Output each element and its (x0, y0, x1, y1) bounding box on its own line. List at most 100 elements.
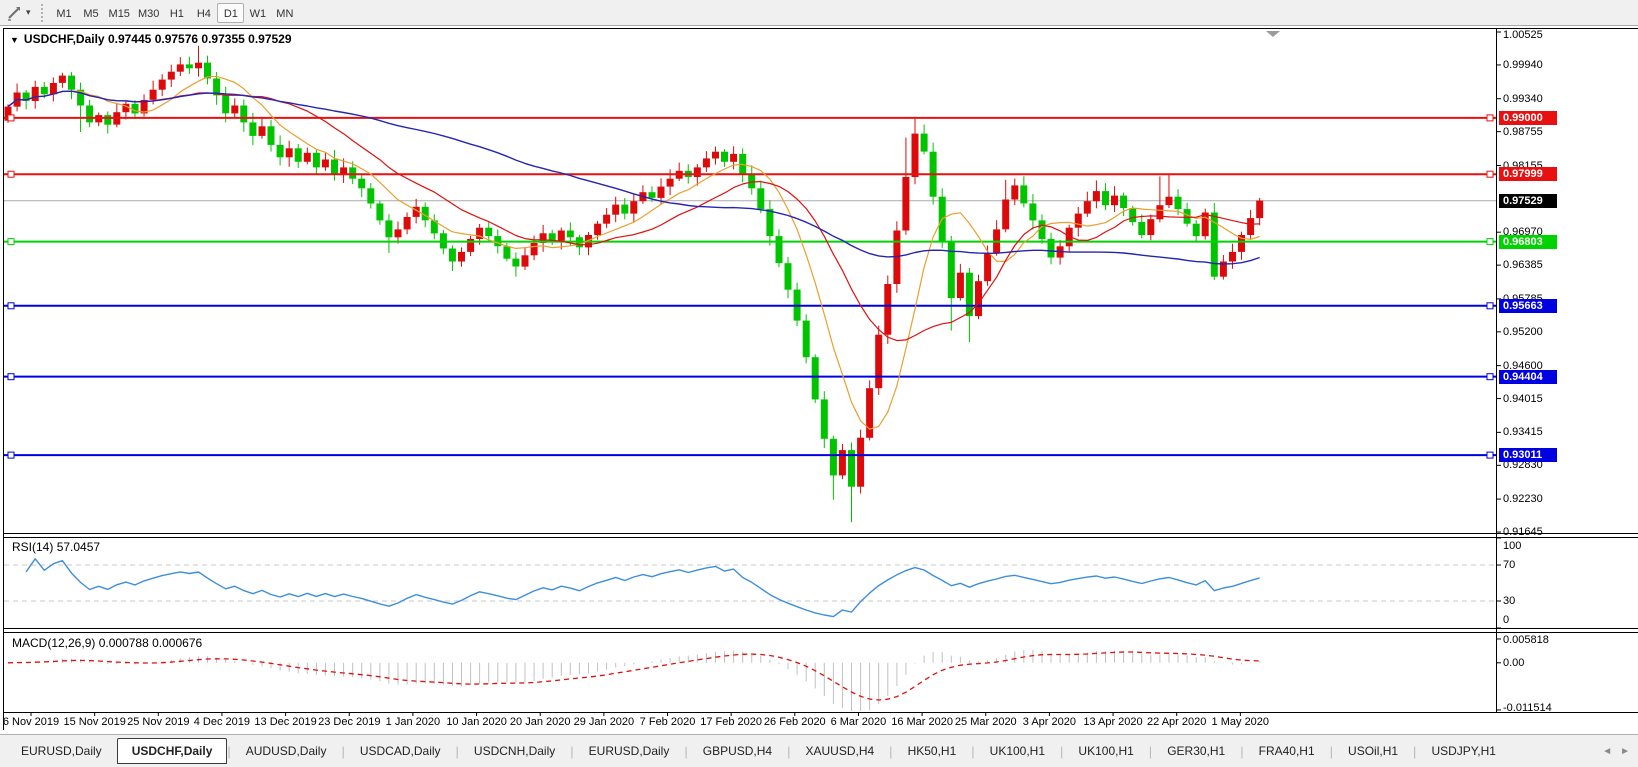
symbol-tab-uk100-h1[interactable]: UK100,H1 (989, 744, 1046, 758)
date-label: 1 Jan 2020 (385, 716, 441, 728)
macd-tick-label: -0.011514 (1503, 702, 1552, 714)
candle-body (158, 79, 166, 90)
tab-scroll-left-icon[interactable]: ◄ (1602, 745, 1613, 757)
line-handle-right[interactable] (1486, 451, 1494, 459)
timeframe-button-m5[interactable]: M5 (83, 7, 99, 20)
price-tick-label: 0.94015 (1503, 392, 1543, 405)
candle-body (412, 206, 420, 217)
candle-body (358, 178, 366, 189)
line-handle-right[interactable] (1486, 373, 1494, 381)
chart-title: ▼ USDCHF,Daily 0.97445 0.97576 0.97355 0.… (10, 32, 292, 46)
symbol-tab-usdjpy-h1[interactable]: USDJPY,H1 (1431, 744, 1496, 758)
level-price-label-0.95663[interactable]: 0.95663 (1499, 298, 1557, 313)
candle-body (630, 201, 638, 214)
candle-body (612, 204, 620, 215)
chart-shift-marker-icon[interactable] (1266, 31, 1280, 37)
candle-body (838, 450, 846, 476)
line-handle-left[interactable] (7, 114, 15, 122)
symbol-tab-gbpusd-h4[interactable]: GBPUSD,H4 (702, 744, 773, 758)
line-handle-left[interactable] (7, 302, 15, 310)
candle-body (1038, 220, 1046, 239)
symbol-tab-uk100-h1[interactable]: UK100,H1 (1078, 744, 1134, 758)
tab-divider: | (971, 743, 975, 759)
symbol-tab-hk50-h1[interactable]: HK50,H1 (907, 744, 957, 758)
date-label: 25 Mar 2020 (954, 716, 1017, 728)
timeframe-button-m30[interactable]: M30 (137, 7, 160, 20)
date-label: 22 Apr 2020 (1147, 716, 1207, 728)
line-handle-left[interactable] (7, 451, 15, 459)
candle-body (1002, 199, 1010, 230)
candle-body (1201, 212, 1209, 237)
symbol-tab-ger30-h1[interactable]: GER30,H1 (1167, 744, 1226, 758)
symbol-tab-eurusd-daily[interactable]: EURUSD,Daily (21, 744, 102, 758)
date-label: 1 May 2020 (1211, 716, 1270, 728)
date-label: 13 Apr 2020 (1083, 716, 1143, 728)
level-price-label-0.94404[interactable]: 0.94404 (1499, 369, 1557, 384)
candle-body (476, 227, 484, 239)
candle-body (1029, 203, 1037, 221)
candle-body (421, 206, 429, 221)
tab-divider: | (570, 743, 574, 759)
line-handle-left[interactable] (7, 373, 15, 381)
level-price-label-0.93011[interactable]: 0.93011 (1499, 448, 1557, 463)
candle-body (557, 230, 565, 242)
candle-body (1047, 238, 1055, 258)
candle-body (748, 174, 756, 189)
cursor-tool-icon[interactable] (4, 4, 24, 22)
timeframe-button-h1[interactable]: H1 (169, 7, 184, 20)
symbol-tab-audusd-daily[interactable]: AUDUSD,Daily (245, 744, 327, 758)
candle-body (340, 167, 348, 175)
line-handle-right[interactable] (1486, 238, 1494, 246)
symbol-tab-usdcad-daily[interactable]: USDCAD,Daily (359, 744, 441, 758)
moving-average-8 (7, 75, 1260, 430)
level-price-label-0.97999[interactable]: 0.97999 (1499, 167, 1557, 182)
level-price-label-0.96803[interactable]: 0.96803 (1499, 234, 1557, 249)
symbol-tab-usdcnh-daily[interactable]: USDCNH,Daily (473, 744, 556, 758)
candle-body (730, 153, 738, 162)
candle-body (884, 284, 892, 335)
price-tick-label: 0.99340 (1503, 92, 1543, 105)
timeframe-button-d1[interactable]: D1 (217, 2, 245, 23)
date-label: 20 Jan 2020 (509, 716, 571, 728)
symbol-tab-fra40-h1[interactable]: FRA40,H1 (1258, 744, 1315, 758)
symbol-tab-xauusd-h4[interactable]: XAUUSD,H4 (805, 744, 875, 758)
candle-body (31, 86, 39, 101)
candle-body (285, 148, 293, 158)
candle-body (594, 223, 602, 235)
timeframe-button-h4[interactable]: H4 (196, 7, 211, 20)
candle-body (1147, 219, 1155, 235)
line-handle-right[interactable] (1486, 302, 1494, 310)
tab-divider: | (889, 743, 893, 759)
symbol-tab-eurusd-daily[interactable]: EURUSD,Daily (588, 744, 670, 758)
timeframe-button-m1[interactable]: M1 (56, 7, 72, 20)
timeframe-button-w1[interactable]: W1 (249, 7, 267, 20)
price-tick-label: 0.93415 (1503, 426, 1543, 439)
line-handle-left[interactable] (7, 238, 15, 246)
level-price-label-0.99000[interactable]: 0.99000 (1499, 110, 1557, 125)
rsi-tick-label: 70 (1503, 559, 1516, 571)
timeframe-button-mn[interactable]: MN (276, 7, 294, 20)
timeframe-button-m15[interactable]: M15 (108, 7, 130, 20)
candle-body (185, 64, 193, 69)
macd-name: MACD(12,26,9) (12, 636, 96, 650)
chart-symbol-period: USDCHF,Daily (23, 32, 105, 46)
toolbar-grip[interactable] (40, 3, 43, 22)
price-tick-label: 0.94600 (1503, 359, 1543, 372)
candle-body (1011, 185, 1019, 200)
tab-scroll-right-icon[interactable]: ► (1620, 745, 1630, 757)
date-label: 13 Dec 2019 (254, 716, 317, 728)
candle-body (303, 152, 311, 162)
symbol-tab-usoil-h1[interactable]: USOil,H1 (1348, 744, 1399, 758)
line-handle-right[interactable] (1486, 170, 1494, 178)
line-handle-right[interactable] (1486, 114, 1494, 122)
candle-body (294, 148, 302, 162)
rsi-name: RSI(14) (12, 540, 54, 554)
tab-divider: | (227, 743, 231, 759)
candle-body (376, 203, 384, 221)
chart-title-caret-icon[interactable]: ▼ (10, 35, 19, 45)
line-handle-left[interactable] (7, 170, 15, 178)
cursor-tool-dropdown-icon[interactable]: ▾ (26, 7, 31, 17)
tab-divider: | (341, 743, 345, 759)
symbol-tab-usdchf-daily[interactable]: USDCHF,Daily (116, 738, 228, 764)
